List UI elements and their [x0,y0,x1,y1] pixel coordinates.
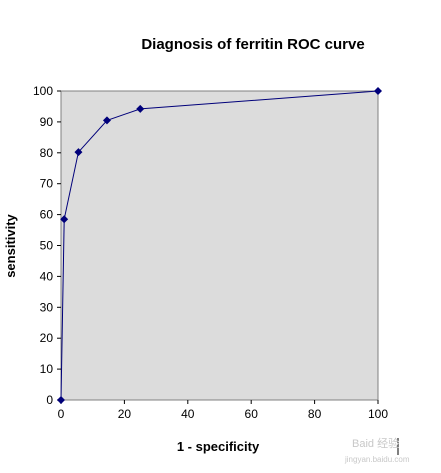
roc-series-line [60,90,379,401]
x-axis-ticks: 0 20 40 60 80 100 [58,400,388,421]
data-point-marker [74,148,83,157]
y-tick-label: 80 [40,146,54,160]
chart-title: Diagnosis of ferritin ROC curve [141,36,364,53]
x-axis-label: 1 - specificity [177,439,260,454]
y-tick-label: 50 [40,239,54,253]
y-tick-label: 60 [40,208,54,222]
plot-area [60,90,379,401]
y-tick-label: 0 [46,393,53,407]
data-point-marker [57,396,65,404]
y-tick-label: 30 [40,300,54,314]
y-axis-ticks: 0 10 20 30 40 50 60 70 80 90 100 [33,84,61,407]
x-tick-label: 80 [308,407,322,421]
data-point-marker [374,87,382,95]
y-tick-label: 70 [40,177,54,191]
y-tick-label: 10 [40,362,54,376]
data-point-marker [136,104,145,113]
x-tick-label: 40 [181,407,195,421]
x-tick-label: 100 [368,407,388,421]
y-tick-label: 100 [33,84,53,98]
watermark-text: Baid 经验 [352,436,399,450]
y-tick-label: 90 [40,115,54,129]
x-tick-label: 0 [58,407,65,421]
data-point-marker [102,116,111,125]
y-tick-label: 40 [40,269,54,283]
y-tick-label: 20 [40,331,54,345]
data-point-marker [60,215,69,224]
roc-series-markers [57,87,382,404]
watermark-url: jingyan.baidu.com [344,455,410,464]
x-tick-label: 20 [118,407,132,421]
x-tick-label: 60 [245,407,259,421]
y-axis-label: sensitivity [3,213,18,277]
